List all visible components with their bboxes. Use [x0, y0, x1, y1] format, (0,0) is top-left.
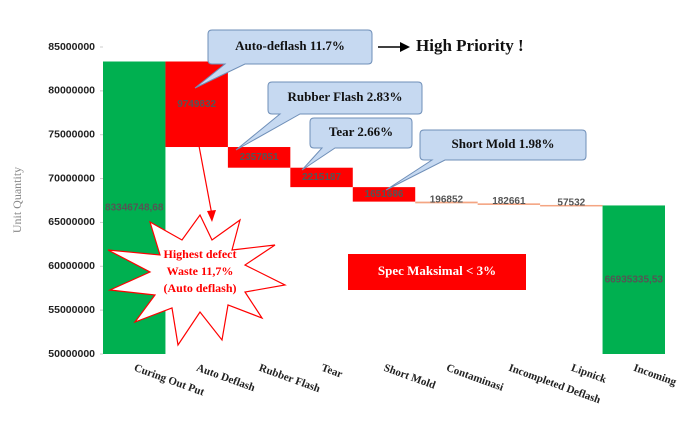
x-tick-label: Lipnick — [569, 362, 608, 386]
arrow — [195, 129, 213, 216]
value-label: 9749832 — [177, 99, 216, 110]
bar — [352, 187, 416, 202]
starburst — [107, 213, 287, 347]
spec-text: Spec Maksimal < 3% — [378, 263, 496, 278]
value-label: 83346748,68 — [105, 202, 164, 213]
value-label: 57532 — [557, 198, 585, 209]
callout — [194, 29, 373, 89]
bar — [290, 167, 353, 188]
y-tick-label: 70000000 — [48, 172, 95, 184]
y-tick-label: 55000000 — [48, 304, 95, 316]
value-label: 66935335,53 — [605, 274, 664, 285]
priority: High Priority ! — [416, 36, 524, 55]
x-tick-label: Short Mold — [382, 362, 437, 392]
value-label: 182661 — [492, 196, 526, 207]
callout — [385, 129, 587, 191]
highest-defect: Waste 11,7% — [167, 264, 234, 278]
x-tick-label: Rubber Flash — [257, 362, 322, 395]
bar — [415, 201, 478, 204]
y-tick-label: 60000000 — [48, 260, 95, 272]
callout-text: Short Mold 1.98% — [452, 136, 555, 151]
y-tick-label: 85000000 — [48, 41, 95, 53]
bar — [602, 205, 665, 354]
y-tick-label: 65000000 — [48, 216, 95, 228]
callout — [301, 117, 413, 171]
highest-defect: Highest defect — [164, 247, 237, 261]
arrow-head — [400, 42, 410, 52]
arrow-head — [207, 210, 216, 222]
y-tick-label: 80000000 — [48, 85, 95, 97]
y-tick-label: 75000000 — [48, 128, 95, 140]
x-tick-label: Tear — [320, 362, 345, 381]
y-axis-label: Unit Quantity — [10, 167, 24, 233]
value-label: 2357851 — [240, 152, 279, 163]
y-tick-label: 50000000 — [48, 348, 95, 360]
value-label: 1651686 — [365, 189, 404, 200]
x-tick-label: Curing Out Put — [132, 362, 206, 399]
highest-defect: (Auto deflash) — [163, 281, 236, 295]
callout-text: Rubber Flash 2.83% — [288, 89, 403, 104]
callout-text: Tear 2.66% — [329, 124, 393, 139]
bar — [227, 147, 291, 168]
bar — [477, 203, 541, 205]
x-tick-label: Incoming — [632, 362, 679, 389]
spec-box — [348, 254, 526, 290]
value-label: 196852 — [430, 194, 464, 205]
value-label: 2215187 — [302, 172, 341, 183]
callout — [235, 81, 423, 151]
bar — [540, 204, 603, 207]
x-tick-label: Contaminasi — [445, 362, 505, 394]
callout-text: Auto-deflash 11.7% — [235, 38, 345, 53]
